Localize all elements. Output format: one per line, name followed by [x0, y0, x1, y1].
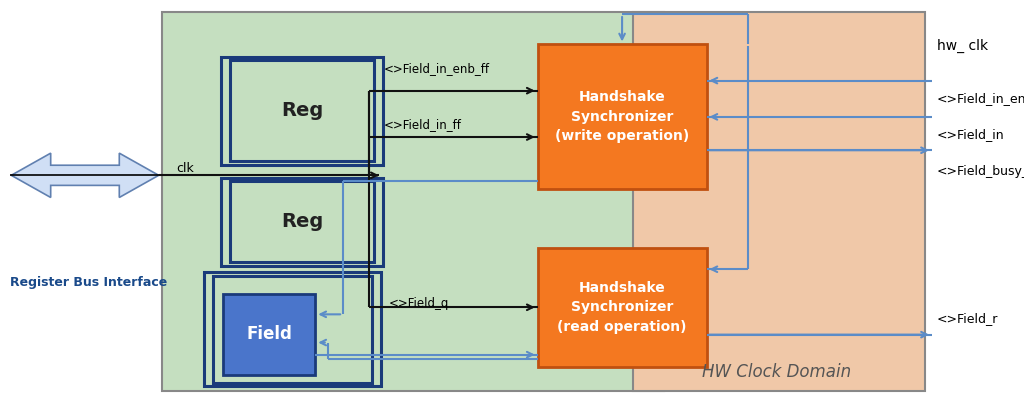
Text: <>Field_busy_out: <>Field_busy_out	[937, 165, 1024, 178]
Text: Handshake
Synchronizer
(read operation): Handshake Synchronizer (read operation)	[557, 281, 687, 334]
Bar	[204, 272, 381, 386]
Text: Field: Field	[247, 326, 292, 343]
Bar	[162, 12, 664, 391]
Bar	[221, 57, 383, 165]
Bar	[230, 60, 374, 161]
Text: Handshake
Synchronizer
(write operation): Handshake Synchronizer (write operation)	[555, 90, 689, 143]
Text: clk: clk	[176, 162, 194, 175]
Bar	[213, 276, 372, 383]
Bar	[230, 181, 374, 262]
Bar	[538, 44, 707, 189]
Bar	[538, 248, 707, 367]
Text: <>Field_in_ff: <>Field_in_ff	[384, 118, 462, 131]
Text: Register Bus Interface: Register Bus Interface	[10, 276, 168, 289]
Bar	[221, 178, 383, 266]
Text: hw_ clk: hw_ clk	[937, 39, 988, 54]
Text: Reg: Reg	[281, 212, 324, 231]
Bar	[223, 294, 315, 375]
Bar	[633, 12, 925, 391]
Text: HW Clock Domain: HW Clock Domain	[701, 363, 851, 381]
Text: <>Field_r: <>Field_r	[937, 312, 998, 325]
Text: <>Field_in_enb_ff: <>Field_in_enb_ff	[384, 62, 490, 75]
Polygon shape	[11, 153, 159, 197]
Text: <>Field_in: <>Field_in	[937, 129, 1005, 141]
Text: <>Field_q: <>Field_q	[389, 297, 450, 310]
Text: <>Field_in_enb: <>Field_in_enb	[937, 92, 1024, 105]
Text: Reg: Reg	[281, 101, 324, 120]
